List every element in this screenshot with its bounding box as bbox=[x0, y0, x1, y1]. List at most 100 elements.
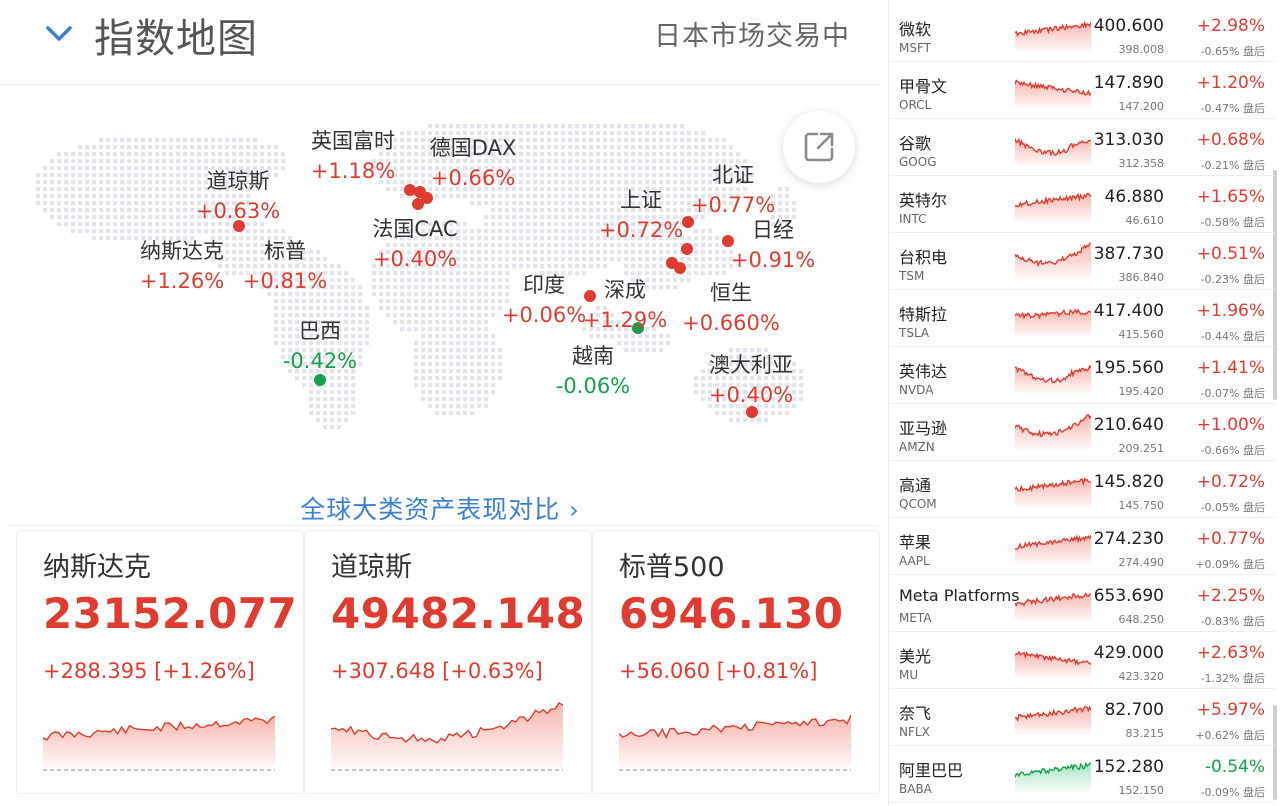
map-dot bbox=[519, 131, 524, 136]
index-marker[interactable] bbox=[682, 216, 694, 228]
stock-row-mu[interactable]: 美光 MU 429.000 423.320 +2.63% -1.32% 盘后 bbox=[889, 632, 1275, 689]
index-label-9[interactable]: 上证 +0.72% bbox=[571, 185, 711, 245]
map-dot bbox=[281, 306, 286, 311]
index-marker[interactable] bbox=[681, 243, 693, 255]
stock-name: 美光 bbox=[899, 647, 932, 666]
stock-row-baba[interactable]: 阿里巴巴 BABA 152.280 152.150 -0.54% -0.09% 盘后 bbox=[889, 746, 1275, 803]
stock-row-tsla[interactable]: 特斯拉 TSLA 417.400 415.560 +1.96% -0.44% 盘后 bbox=[889, 290, 1275, 347]
map-dot bbox=[708, 173, 713, 178]
stock-row-goog[interactable]: 谷歌 GOOG 313.030 312.358 +0.68% -0.21% 盘后 bbox=[889, 119, 1275, 176]
stock-ticker: TSLA bbox=[899, 326, 930, 340]
map-dot bbox=[393, 166, 398, 171]
map-dot bbox=[323, 264, 328, 269]
map-dot bbox=[582, 229, 587, 234]
scrollbar[interactable] bbox=[1273, 170, 1277, 400]
index-label-6[interactable]: 法国CAC +0.40% bbox=[345, 214, 485, 274]
index-marker[interactable] bbox=[314, 374, 326, 386]
map-dot bbox=[778, 411, 783, 416]
stock-row-amzn[interactable]: 亚马逊 AMZN 210.640 209.251 +1.00% -0.66% 盘后 bbox=[889, 404, 1275, 461]
map-dot bbox=[687, 187, 692, 192]
index-marker[interactable] bbox=[674, 262, 686, 274]
stock-row-nflx[interactable]: 奈飞 NFLX 82.700 83.215 +5.97% +0.62% 盘后 bbox=[889, 689, 1275, 746]
share-button[interactable] bbox=[783, 111, 855, 183]
map-dot bbox=[351, 320, 356, 325]
map-dot bbox=[554, 173, 559, 178]
index-marker[interactable] bbox=[722, 235, 734, 247]
map-dot bbox=[603, 215, 608, 220]
map-dot bbox=[239, 264, 244, 269]
index-label-4[interactable]: 英国富时 +1.18% bbox=[283, 126, 423, 186]
stock-row-tsm[interactable]: 台积电 TSM 387.730 386.840 +0.51% -0.23% 盘后 bbox=[889, 233, 1275, 290]
map-dot bbox=[281, 236, 286, 241]
index-marker[interactable] bbox=[233, 220, 245, 232]
index-marker[interactable] bbox=[421, 192, 433, 204]
map-dot bbox=[617, 145, 622, 150]
index-label-14[interactable]: 澳大利亚 +0.40% bbox=[681, 350, 821, 410]
stock-row-msft[interactable]: 微软 MSFT 400.600 398.008 +2.98% -0.65% 盘后 bbox=[889, 5, 1275, 62]
index-label-1[interactable]: 纳斯达克 +1.26% bbox=[112, 236, 252, 296]
index-marker[interactable] bbox=[632, 322, 644, 334]
map-dot bbox=[141, 180, 146, 185]
index-card-0[interactable]: 纳斯达克 23152.077 +288.395 [+1.26%] bbox=[16, 530, 304, 794]
index-label-8[interactable]: 深成 +1.29% bbox=[555, 275, 695, 335]
map-dot bbox=[78, 145, 83, 150]
map-dot bbox=[232, 271, 237, 276]
index-label-10[interactable]: 北证 +0.77% bbox=[663, 160, 803, 220]
map-dot bbox=[645, 334, 650, 339]
index-label-0[interactable]: 道琼斯 +0.63% bbox=[168, 166, 308, 226]
index-marker[interactable] bbox=[584, 290, 596, 302]
index-label-7[interactable]: 印度 +0.06% bbox=[474, 270, 614, 330]
map-dot bbox=[512, 194, 517, 199]
stock-prev-price: 46.610 bbox=[1125, 214, 1165, 227]
map-dot bbox=[57, 194, 62, 199]
map-dot bbox=[484, 348, 489, 353]
map-dot bbox=[218, 229, 223, 234]
map-dot bbox=[680, 145, 685, 150]
index-card-1[interactable]: 道琼斯 49482.148 +307.648 [+0.63%] bbox=[304, 530, 592, 794]
map-dot bbox=[484, 173, 489, 178]
map-dot bbox=[617, 138, 622, 143]
map-dot bbox=[666, 138, 671, 143]
map-dot bbox=[575, 271, 580, 276]
map-dot bbox=[666, 159, 671, 164]
map-dot bbox=[484, 271, 489, 276]
stock-row-orcl[interactable]: 甲骨文 ORCL 147.890 147.200 +1.20% -0.47% 盘后 bbox=[889, 62, 1275, 119]
index-label-13[interactable]: 越南 -0.06% bbox=[523, 341, 663, 401]
index-label-5[interactable]: 德国DAX +0.66% bbox=[403, 133, 543, 193]
map-dot bbox=[323, 362, 328, 367]
map-dot bbox=[533, 138, 538, 143]
map-dot bbox=[211, 145, 216, 150]
map-dot bbox=[267, 229, 272, 234]
map-dot bbox=[407, 229, 412, 234]
map-dot bbox=[652, 159, 657, 164]
index-marker[interactable] bbox=[746, 406, 758, 418]
map-dot bbox=[645, 131, 650, 136]
scrollbar[interactable] bbox=[1273, 705, 1277, 800]
map-dot bbox=[281, 313, 286, 318]
stock-row-meta[interactable]: Meta Platforms META 653.690 648.250 +2.25% -0… bbox=[889, 575, 1275, 632]
map-dot bbox=[218, 194, 223, 199]
map-dot bbox=[351, 292, 356, 297]
map-dot bbox=[113, 180, 118, 185]
map-dot bbox=[463, 376, 468, 381]
sparkline-line bbox=[619, 714, 851, 740]
index-card-2[interactable]: 标普500 6946.130 +56.060 [+0.81%] bbox=[592, 530, 880, 794]
index-label-11[interactable]: 日经 +0.91% bbox=[703, 215, 843, 275]
stock-row-qcom[interactable]: 高通 QCOM 145.820 145.750 +0.72% -0.05% 盘后 bbox=[889, 461, 1275, 518]
map-dot bbox=[799, 383, 804, 388]
index-label-3[interactable]: 巴西 -0.42% bbox=[250, 316, 390, 376]
stock-row-nvda[interactable]: 英伟达 NVDA 195.560 195.420 +1.41% -0.07% 盘后 bbox=[889, 347, 1275, 404]
map-dot bbox=[232, 229, 237, 234]
index-marker[interactable] bbox=[412, 198, 424, 210]
index-label-12[interactable]: 恒生 +0.660% bbox=[661, 278, 801, 338]
index-marker[interactable] bbox=[404, 184, 416, 196]
stock-row-aapl[interactable]: 苹果 AAPL 274.230 274.490 +0.77% +0.09% 盘后 bbox=[889, 518, 1275, 575]
index-label-2[interactable]: 标普 +0.81% bbox=[215, 236, 355, 296]
map-dot bbox=[421, 306, 426, 311]
map-dot bbox=[92, 208, 97, 213]
global-asset-compare-link[interactable]: 全球大类资产表现对比 › bbox=[0, 490, 880, 526]
sparkline-area bbox=[1015, 651, 1091, 678]
chevron-down-icon[interactable] bbox=[44, 18, 74, 48]
map-dot bbox=[176, 138, 181, 143]
stock-row-intc[interactable]: 英特尔 INTC 46.880 46.610 +1.65% -0.58% 盘后 bbox=[889, 176, 1275, 233]
